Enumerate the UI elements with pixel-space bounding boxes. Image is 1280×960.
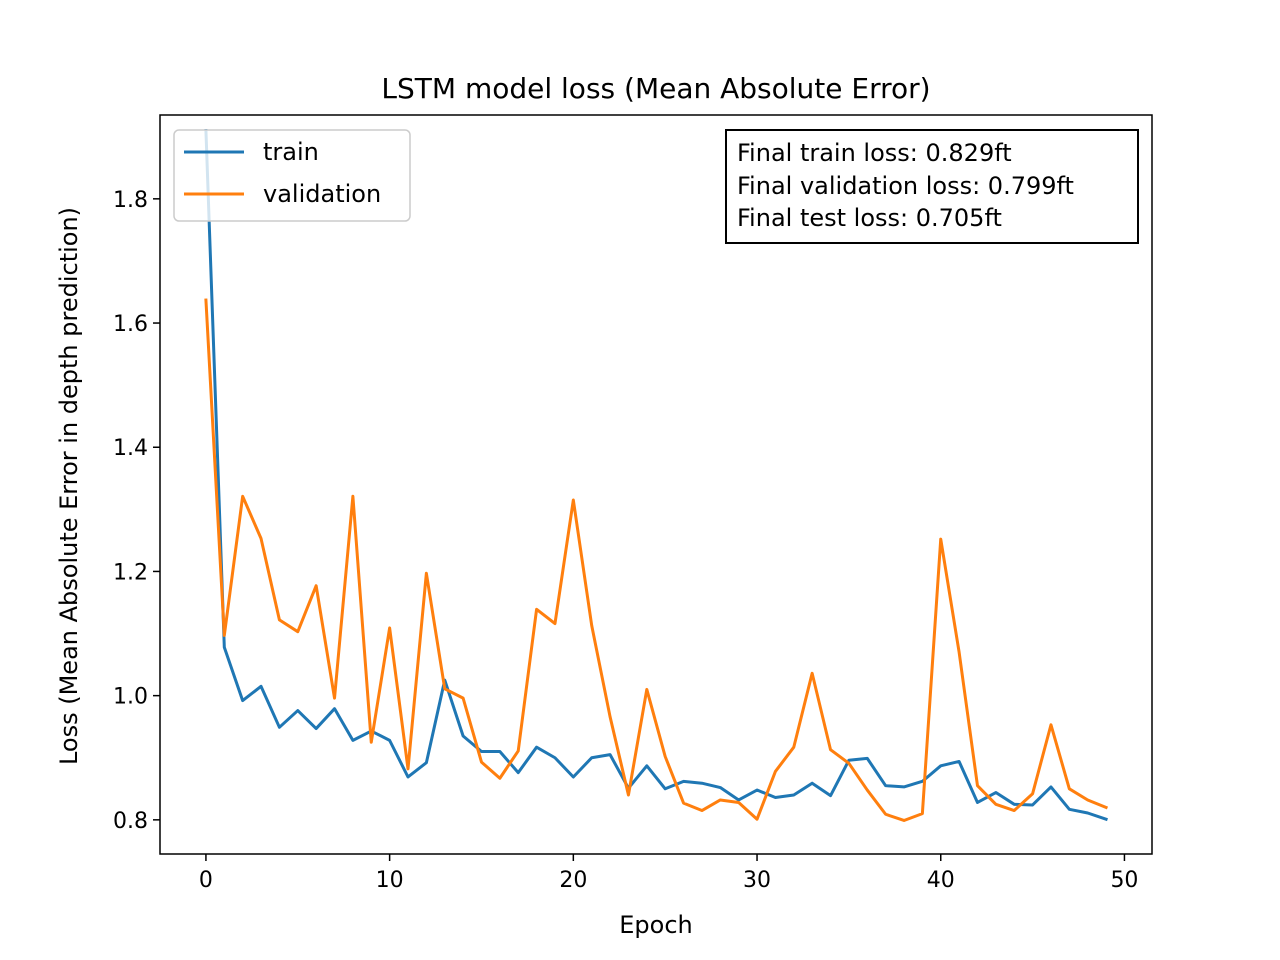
plot-area — [159, 114, 1153, 855]
annotation-box — [725, 129, 1139, 244]
y-tick-label: 1.6 — [113, 312, 148, 337]
x-axis-ticks: 0 10 20 30 40 50 — [199, 854, 1138, 893]
y-tick-label: 1.2 — [113, 560, 148, 585]
x-tick-label: 10 — [376, 868, 404, 893]
x-tick-label: 50 — [1110, 868, 1138, 893]
axes-frame — [159, 114, 1153, 855]
final-loss-annotation: Final train loss: 0.829ft Final validati… — [725, 129, 1139, 244]
chart-title: LSTM model loss (Mean Absolute Error) — [381, 72, 930, 105]
x-axis-label: Epoch — [619, 911, 693, 939]
legend-train-label: train — [263, 138, 319, 166]
x-tick-label: 30 — [743, 868, 771, 893]
legend: train validation — [173, 129, 411, 222]
series-lines — [204, 128, 1109, 822]
annotation-train-loss: Final train loss: 0.829ft — [737, 139, 1012, 167]
y-axis-ticks: 0.8 1.0 1.2 1.4 1.6 1.8 — [113, 188, 160, 834]
annotation-validation-loss: Final validation loss: 0.799ft — [737, 172, 1074, 200]
series-line-train — [204, 128, 1108, 822]
x-tick-label: 0 — [199, 868, 213, 893]
y-tick-label: 1.4 — [113, 436, 148, 461]
x-tick-label: 40 — [927, 868, 955, 893]
y-tick-label: 0.8 — [113, 809, 148, 834]
series-line-validation — [204, 298, 1109, 822]
legend-validation-label: validation — [263, 180, 381, 208]
annotation-test-loss: Final test loss: 0.705ft — [737, 204, 1002, 232]
y-axis-label: Loss (Mean Absolute Error in depth predi… — [55, 207, 83, 765]
x-tick-label: 20 — [559, 868, 587, 893]
y-tick-label: 1.0 — [113, 685, 148, 710]
y-tick-label: 1.8 — [113, 188, 148, 213]
